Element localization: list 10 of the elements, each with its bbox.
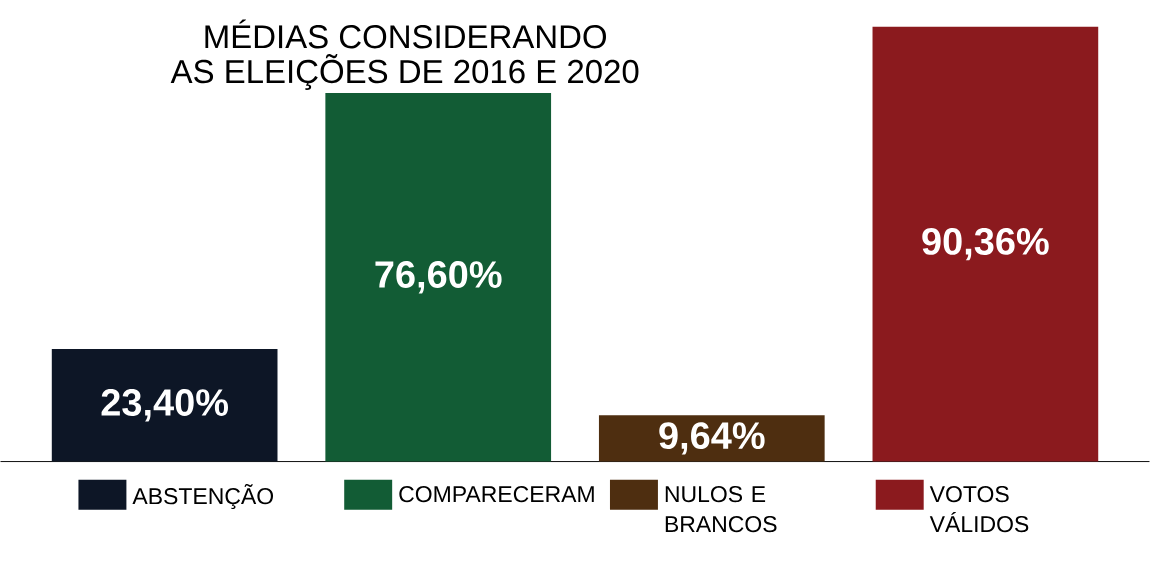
legend-label: VOTOS VÁLIDOS (929, 486, 1029, 533)
chart-title: MÉDIAS CONSIDERANDO (205, 19, 606, 49)
legend-label: ABSTENÇÃO (132, 484, 274, 510)
data-label: 90,36% (922, 228, 1049, 261)
text: AS ELEIÇÕES DE 2016 E 2020 (170, 54, 639, 91)
legend-label: NULOS E BRANCOS (665, 486, 777, 533)
data-label: 9,64% (659, 422, 765, 455)
legend-label: COMPARECERAM (399, 486, 594, 503)
data-label: 23,40% (101, 389, 229, 422)
data-label: 76,60% (375, 261, 502, 294)
